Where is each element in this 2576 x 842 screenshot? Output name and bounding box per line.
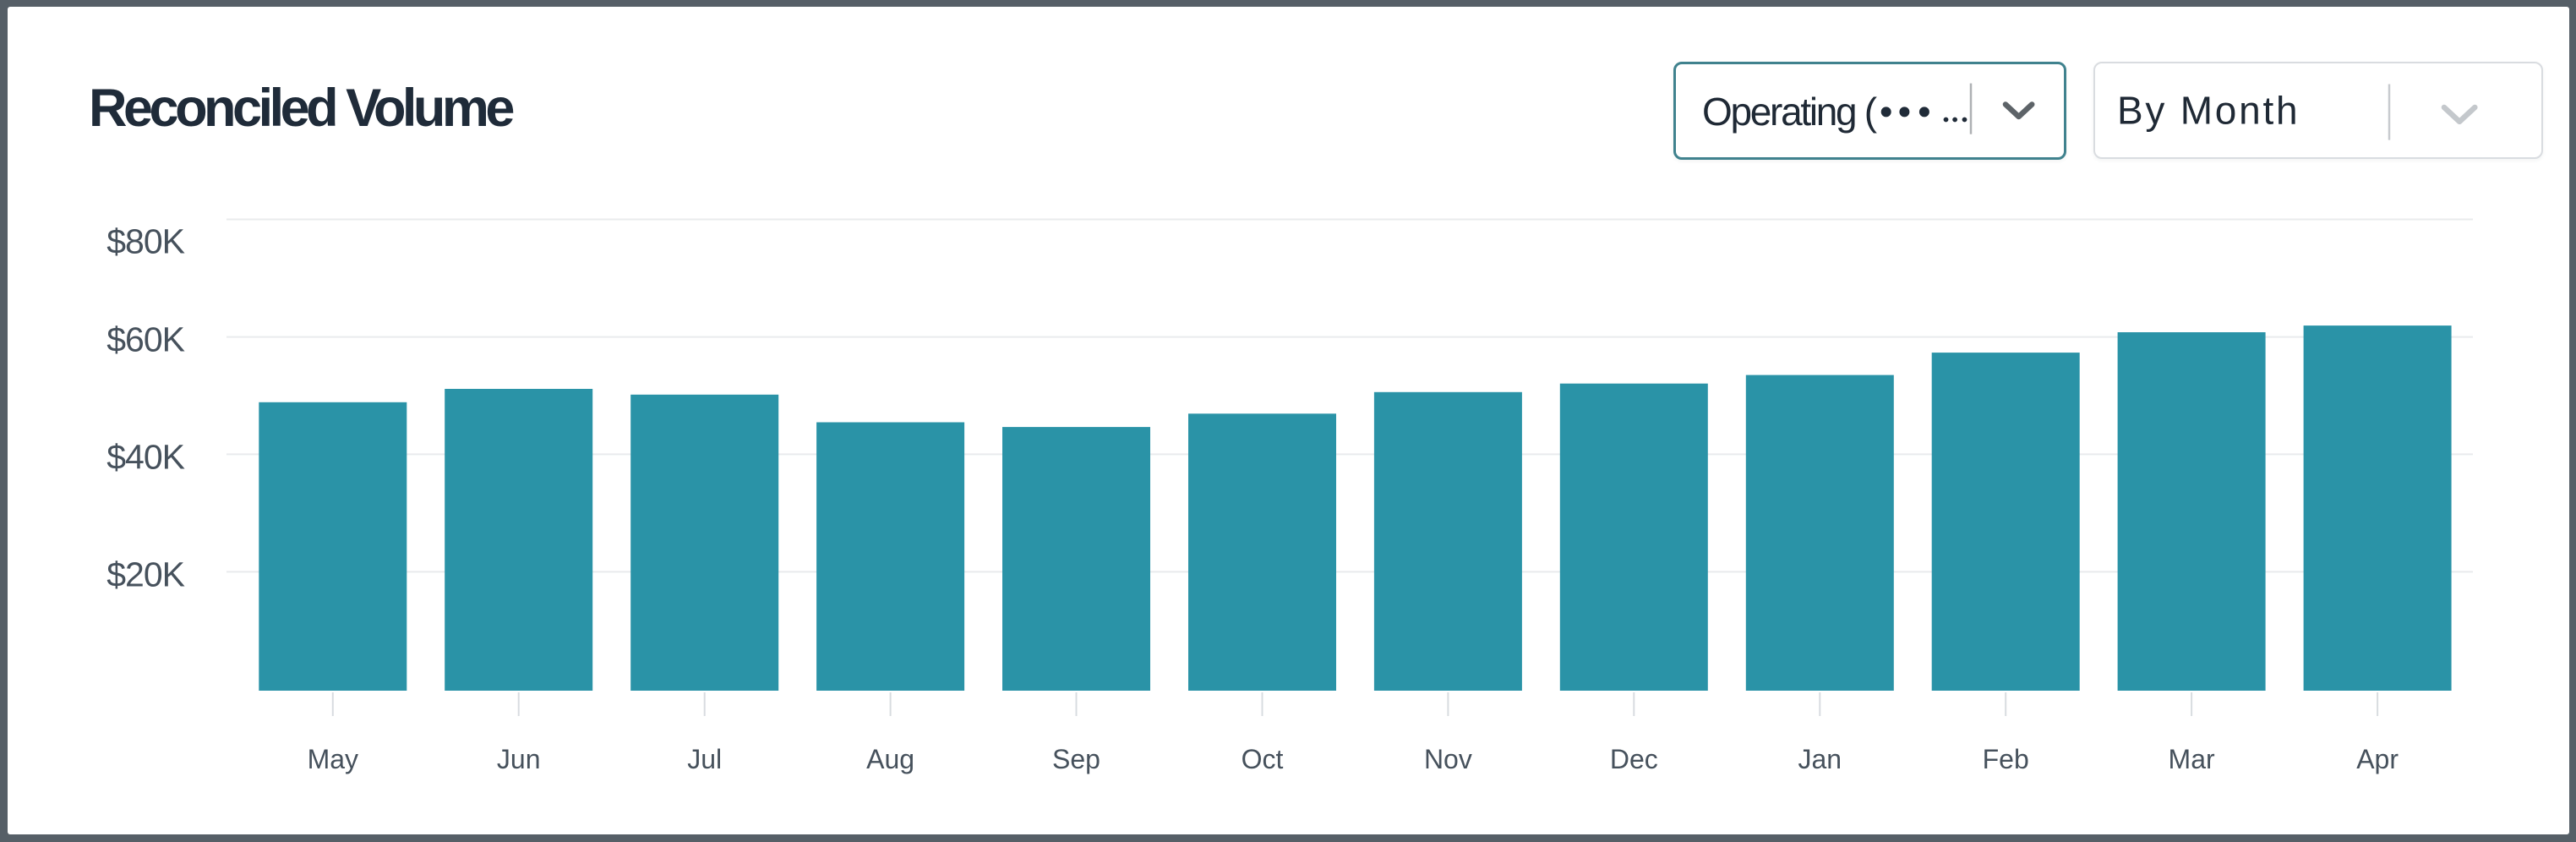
svg-text:Feb: Feb xyxy=(1983,744,2029,774)
svg-text:Jun: Jun xyxy=(497,744,541,774)
svg-text:Oct: Oct xyxy=(1242,744,1284,774)
svg-text:$40K: $40K xyxy=(106,438,184,477)
svg-text:$80K: $80K xyxy=(106,222,184,261)
svg-text:Mar: Mar xyxy=(2169,744,2215,774)
svg-text:Dec: Dec xyxy=(1610,744,1658,774)
svg-text:Nov: Nov xyxy=(1424,744,1472,774)
svg-text:Aug: Aug xyxy=(866,744,914,774)
svg-text:Jan: Jan xyxy=(1798,744,1842,774)
svg-text:Operating (: Operating ( xyxy=(1702,90,1878,134)
svg-text:May: May xyxy=(308,744,358,774)
svg-text:Apr: Apr xyxy=(2356,744,2399,774)
svg-text:By Month: By Month xyxy=(2117,89,2300,133)
svg-text:$20K: $20K xyxy=(106,555,184,594)
svg-text:Jul: Jul xyxy=(687,744,722,774)
svg-text:$60K: $60K xyxy=(106,320,184,359)
svg-text:Sep: Sep xyxy=(1052,744,1100,774)
